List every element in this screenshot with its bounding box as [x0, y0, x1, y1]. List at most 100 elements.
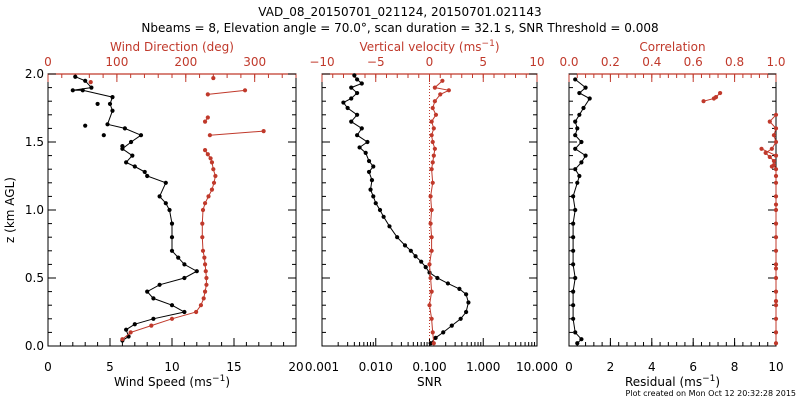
top-axis-label: Correlation [639, 40, 705, 54]
data-point [124, 160, 129, 165]
data-point [83, 123, 88, 128]
y-tick-label: 2.0 [25, 67, 44, 81]
data-point [105, 122, 110, 127]
data-point [209, 160, 215, 165]
data-point [211, 75, 216, 81]
data-point [428, 275, 433, 281]
data-point [571, 303, 576, 308]
top-tick-label: 100 [105, 55, 128, 69]
data-point [169, 221, 175, 226]
data-point [773, 180, 779, 185]
bottom-tick-label: 8 [731, 360, 739, 374]
data-point [205, 92, 210, 97]
data-point [577, 112, 582, 117]
panel-1: 0 5 10 15 20 Wind Speed (ms−1) 0 100 200 300 Wind … [3, 40, 304, 389]
data-point [208, 156, 213, 161]
bottom-tick-label: 4 [648, 360, 656, 374]
data-point [157, 194, 162, 199]
data-point [169, 248, 175, 253]
data-point [773, 221, 779, 226]
data-point [357, 145, 362, 150]
bottom-axis-label: Wind Speed (ms−1) [114, 374, 230, 389]
chart-subtitle: Nbeams = 8, Elevation angle = 70.0°, sca… [141, 21, 658, 35]
data-point [427, 262, 432, 267]
top-tick-label: 1.0 [766, 55, 785, 69]
top-tick-label: 300 [243, 55, 266, 69]
data-point [767, 119, 772, 124]
data-point [359, 81, 364, 86]
series-2 [701, 90, 779, 346]
data-point [773, 266, 779, 271]
y-tick-label: 0.0 [25, 339, 44, 353]
data-point [204, 282, 209, 287]
series-2 [427, 78, 451, 346]
data-point [579, 160, 584, 165]
data-point [176, 255, 181, 260]
data-point [433, 112, 439, 117]
top-tick-label: 0.2 [601, 55, 620, 69]
data-point [458, 316, 463, 321]
data-point [769, 146, 774, 151]
data-point [419, 259, 424, 264]
data-point [138, 133, 144, 138]
data-point [355, 90, 360, 96]
data-point [573, 207, 578, 213]
data-point [440, 78, 445, 83]
data-point [120, 143, 125, 149]
data-point [769, 164, 774, 169]
data-point [355, 133, 360, 138]
data-point [466, 300, 471, 305]
data-point [169, 235, 175, 240]
data-point [445, 281, 451, 286]
data-point [89, 85, 94, 90]
data-point [773, 262, 779, 267]
data-point [120, 337, 125, 342]
data-point [432, 146, 437, 151]
top-tick-label: 0.4 [642, 55, 661, 69]
data-point [341, 100, 346, 105]
data-point [110, 108, 115, 113]
bottom-tick-label: 0.100 [412, 360, 446, 374]
data-point [431, 126, 436, 131]
data-point [261, 129, 266, 134]
data-point [773, 173, 779, 179]
series-segment [761, 148, 777, 157]
data-point [430, 160, 435, 165]
data-point [773, 303, 779, 308]
data-point [128, 139, 134, 145]
series-2 [88, 75, 266, 342]
data-point [429, 167, 434, 172]
data-point [95, 101, 100, 107]
bottom-tick-label: 20 [288, 360, 303, 374]
data-point [773, 235, 779, 240]
data-point [349, 85, 354, 90]
data-point [571, 221, 576, 226]
data-point [205, 152, 210, 157]
data-point [571, 235, 576, 240]
data-point [145, 173, 150, 179]
data-point [73, 74, 78, 79]
data-point [457, 286, 462, 291]
data-point [203, 269, 208, 274]
panel-2: 0.001 0.010 0.100 1.000 10.000 SNR −10 −5 0 5 10 Ve… [305, 39, 558, 389]
data-point [771, 133, 777, 138]
data-point [209, 187, 215, 192]
data-point [429, 289, 434, 294]
data-point [773, 275, 779, 281]
data-point [352, 73, 357, 78]
y-axis-label: z (km AGL) [3, 177, 17, 243]
data-point [773, 167, 779, 172]
data-point [88, 80, 93, 85]
data-point [773, 330, 779, 335]
bottom-tick-label: 2 [607, 360, 615, 374]
data-point [167, 207, 172, 213]
data-point [429, 133, 434, 138]
data-point [408, 248, 413, 253]
data-point [429, 207, 434, 213]
data-point [151, 296, 156, 301]
top-tick-label: 0 [44, 55, 52, 69]
data-point [373, 201, 378, 206]
data-point [579, 139, 584, 145]
data-point [435, 275, 440, 281]
